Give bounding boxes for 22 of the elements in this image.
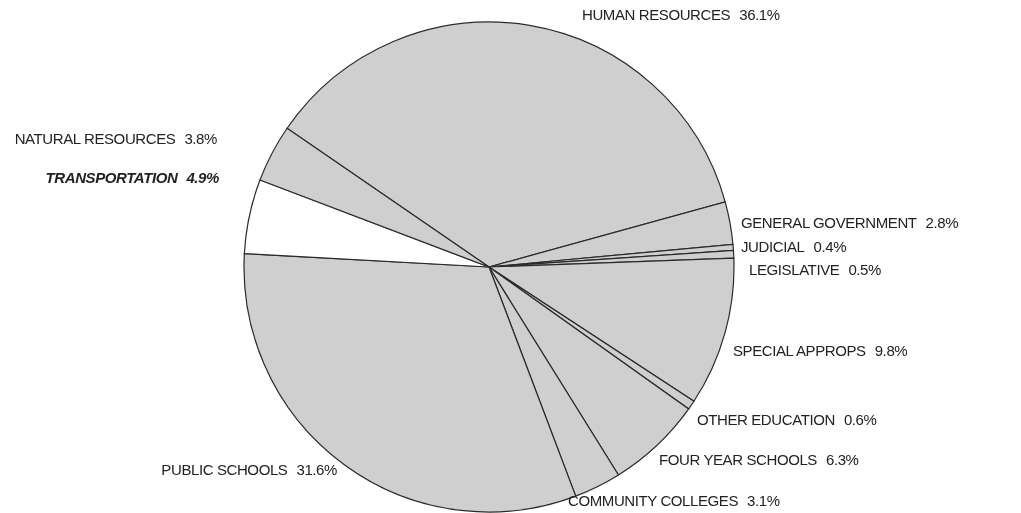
data-label: 31.6% — [296, 461, 338, 479]
data-label: 2.8% — [925, 214, 959, 232]
data-label: 0.4% — [813, 238, 847, 256]
slice-label: NATURAL RESOURCES — [14, 130, 176, 148]
slice-label: COMMUNITY COLLEGES — [568, 492, 739, 510]
slice-label: JUDICIAL — [741, 238, 805, 256]
data-label: 0.6% — [843, 411, 877, 429]
data-label: 0.5% — [848, 261, 882, 279]
slice-label: PUBLIC SCHOOLS — [161, 461, 288, 479]
data-label: 9.8% — [874, 342, 908, 360]
data-label: 4.9% — [185, 169, 220, 187]
data-label: 36.1% — [739, 6, 780, 24]
data-label: 6.3% — [825, 451, 859, 469]
slice-label: HUMAN RESOURCES — [582, 6, 731, 24]
data-label: 3.1% — [747, 492, 780, 510]
slice-label: FOUR YEAR SCHOOLS — [659, 451, 818, 469]
data-label: 3.8% — [184, 130, 218, 148]
slice-label: SPECIAL APPROPS — [733, 342, 867, 360]
slice-label: GENERAL GOVERNMENT — [741, 214, 917, 232]
slice-label: OTHER EDUCATION — [697, 411, 835, 429]
slice-label: TRANSPORTATION — [45, 169, 179, 187]
slice-label: LEGISLATIVE — [749, 261, 840, 279]
